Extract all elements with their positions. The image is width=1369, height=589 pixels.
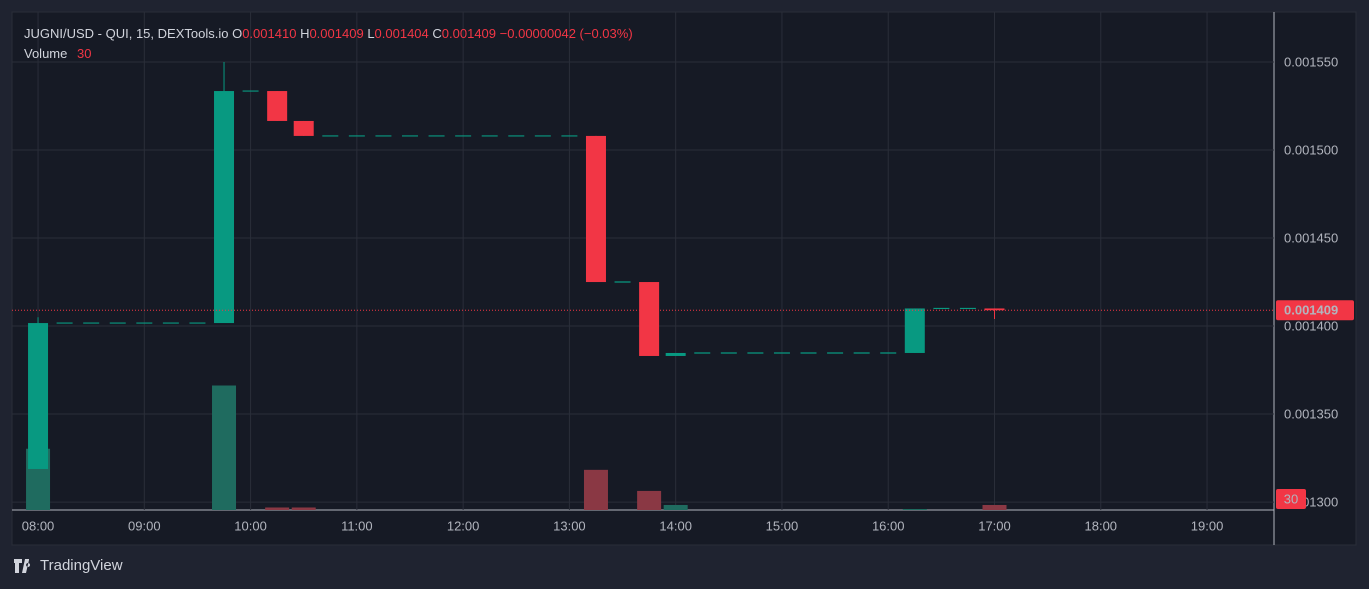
candle-body — [267, 91, 288, 121]
volume-bar — [583, 469, 608, 510]
brand-name: TradingView — [40, 557, 123, 574]
ohlc-key: L — [367, 26, 375, 41]
x-tick-label: 18:00 — [1085, 518, 1118, 533]
candle-body — [585, 135, 606, 283]
symbol: JUGNI/USD - QUI, 15, DEXTools.io — [24, 26, 229, 41]
legend-row: Volume 30 — [24, 44, 633, 64]
change: −0.00000042 (−0.03%) — [499, 26, 633, 41]
candle-body — [904, 308, 925, 353]
candle-body — [984, 308, 1005, 311]
x-tick-label: 13:00 — [553, 518, 586, 533]
ohlc: O0.001410 H0.001409 L0.001404 C0.001409 — [232, 26, 500, 41]
x-tick-label: 19:00 — [1191, 518, 1224, 533]
ohlc-value: 0.001410 — [242, 26, 297, 41]
volume-bar — [637, 490, 662, 510]
volume-tag — [1276, 489, 1306, 509]
x-tick-label: 11:00 — [341, 518, 373, 533]
brand: TradingView — [14, 557, 123, 574]
last-price-label: 0.001409 — [1284, 303, 1338, 318]
volume-bar — [291, 507, 316, 510]
x-tick-label: 15:00 — [766, 518, 799, 533]
y-tick-label: 0.001450 — [1284, 230, 1338, 245]
legend-row: JUGNI/USD - QUI, 15, DEXTools.io O0.0014… — [24, 24, 633, 44]
candle-body — [639, 282, 660, 356]
y-tick-label: 0.001350 — [1284, 406, 1338, 421]
volume-bar — [265, 507, 290, 510]
x-tick-label: 10:00 — [234, 518, 267, 533]
legend: JUGNI/USD - QUI, 15, DEXTools.io O0.0014… — [24, 24, 633, 64]
x-tick-label: 12:00 — [447, 518, 480, 533]
candle-body — [293, 120, 314, 136]
volume-title: Volume — [24, 46, 68, 61]
brand-logo — [14, 558, 31, 573]
volume-bar — [982, 504, 1007, 510]
x-tick-label: 17:00 — [978, 518, 1011, 533]
volume-bar — [902, 508, 927, 510]
ohlc-key: C — [432, 26, 442, 41]
plot — [12, 12, 1274, 510]
x-tick-label: 09:00 — [128, 518, 161, 533]
candle-body — [665, 352, 686, 356]
volume-value: 30 — [77, 46, 92, 61]
candle-body — [28, 323, 49, 469]
ohlc-key: H — [300, 26, 310, 41]
y-tick-label: 0.001400 — [1284, 318, 1338, 333]
x-tick-label: 08:00 — [22, 518, 55, 533]
x-tick-label: 16:00 — [872, 518, 905, 533]
last-price-tag — [1276, 300, 1354, 321]
y-tick-label: 0.001550 — [1284, 54, 1338, 69]
ohlc-value: 0.001404 — [374, 26, 429, 41]
y-tick-label: 0.001500 — [1284, 142, 1338, 157]
ohlc-value: 0.001409 — [441, 26, 497, 41]
x-tick-label: 14:00 — [659, 518, 692, 533]
ohlc-value: 0.001409 — [309, 26, 364, 41]
ohlc-key: O — [232, 26, 243, 41]
candle-body — [214, 91, 235, 324]
volume-tag-label: 30 — [1284, 491, 1298, 506]
volume-bar — [212, 385, 237, 510]
volume-bar — [663, 504, 688, 510]
